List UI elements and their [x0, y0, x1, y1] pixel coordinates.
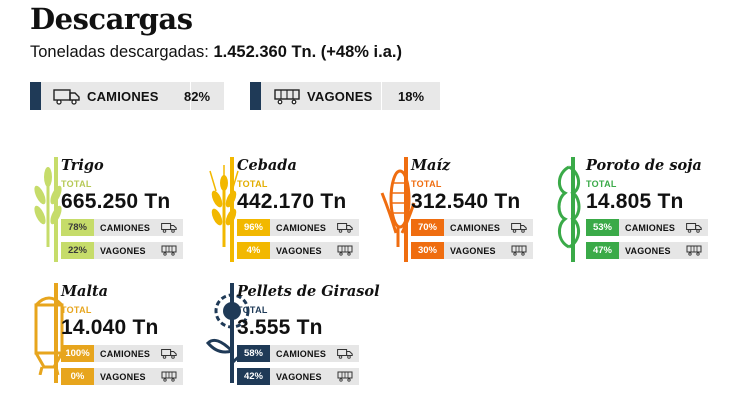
crop-name: Maíz: [411, 157, 451, 174]
subtitle-value: 1.452.360 Tn. (+48% i.a.): [213, 43, 402, 61]
crop-row-vagones: 42% VAGONES: [237, 368, 359, 385]
row-pct: 4%: [237, 242, 270, 259]
crop-card: Trigo TOTAL 665.250 Tn 78% CAMIONES 22% …: [30, 157, 200, 267]
crop-tons: 665.250 Tn: [61, 190, 171, 213]
crop-total-label: TOTAL: [411, 179, 442, 189]
row-label: VAGONES: [276, 371, 322, 382]
railcar-icon: [686, 245, 702, 256]
crop-tons: 442.170 Tn: [237, 190, 347, 213]
railcar-icon: [511, 245, 527, 256]
crop-total-label: TOTAL: [586, 179, 617, 189]
crop-tons: 3.555 Tn: [237, 316, 323, 339]
crop-card: Poroto de soja TOTAL 14.805 Tn 53% CAMIO…: [555, 157, 725, 267]
crop-total-label: TOTAL: [237, 179, 268, 189]
railcar-icon: [337, 245, 353, 256]
crop-accent-line: [230, 283, 234, 383]
crop-name: Trigo: [61, 157, 104, 174]
crop-accent-line: [230, 157, 234, 262]
row-pct: 96%: [237, 219, 270, 236]
divider: [190, 82, 191, 110]
truck-icon: [511, 223, 527, 233]
total-camiones-pct: 82%: [184, 88, 211, 104]
crop-card: Pellets de Girasol TOTAL 3.555 Tn 58% CA…: [205, 283, 380, 388]
crop-row-vagones: 30% VAGONES: [411, 242, 533, 259]
truck-icon: [337, 349, 353, 359]
crop-accent-line: [54, 283, 58, 383]
row-pct: 78%: [61, 219, 94, 236]
crop-name: Poroto de soja: [586, 157, 702, 174]
crop-accent-line: [54, 157, 58, 262]
row-pct: 47%: [586, 242, 619, 259]
row-pct: 100%: [61, 345, 94, 362]
row-pct: 42%: [237, 368, 270, 385]
row-label: CAMIONES: [450, 222, 501, 233]
row-pct: 22%: [61, 242, 94, 259]
row-label: VAGONES: [100, 245, 146, 256]
crop-row-vagones: 4% VAGONES: [237, 242, 359, 259]
crop-name: Pellets de Girasol: [237, 283, 380, 300]
crop-card: Cebada TOTAL 442.170 Tn 96% CAMIONES 4% …: [206, 157, 376, 267]
row-label: VAGONES: [450, 245, 496, 256]
crop-total-label: TOTAL: [61, 179, 92, 189]
crop-row-camiones: 78% CAMIONES: [61, 219, 183, 236]
crop-row-camiones: 70% CAMIONES: [411, 219, 533, 236]
railcar-icon: [274, 89, 300, 105]
railcar-icon: [161, 245, 177, 256]
crop-row-vagones: 0% VAGONES: [61, 368, 183, 385]
crop-tons: 14.040 Tn: [61, 316, 159, 339]
truck-icon: [161, 223, 177, 233]
row-pct: 58%: [237, 345, 270, 362]
row-pct: 0%: [61, 368, 94, 385]
divider: [381, 82, 382, 110]
crop-tons: 312.540 Tn: [411, 190, 521, 213]
crop-row-camiones: 96% CAMIONES: [237, 219, 359, 236]
crop-tons: 14.805 Tn: [586, 190, 684, 213]
crop-accent-line: [571, 157, 575, 262]
row-label: CAMIONES: [625, 222, 676, 233]
row-label: CAMIONES: [100, 348, 151, 359]
crop-card: Malta TOTAL 14.040 Tn 100% CAMIONES 0% V…: [30, 283, 200, 388]
total-camiones-box: CAMIONES 82%: [30, 82, 224, 110]
total-camiones-label: CAMIONES: [87, 88, 159, 104]
crop-row-camiones: 100% CAMIONES: [61, 345, 183, 362]
total-vagones-label: VAGONES: [307, 88, 373, 104]
crop-row-camiones: 58% CAMIONES: [237, 345, 359, 362]
row-pct: 70%: [411, 219, 444, 236]
total-vagones-box: VAGONES 18%: [250, 82, 440, 110]
railcar-icon: [161, 371, 177, 382]
row-pct: 30%: [411, 242, 444, 259]
crop-total-label: TOTAL: [237, 305, 268, 315]
crop-name: Cebada: [237, 157, 297, 174]
row-label: VAGONES: [100, 371, 146, 382]
crop-row-camiones: 53% CAMIONES: [586, 219, 708, 236]
truck-icon: [53, 89, 80, 105]
page-title: Descargas: [30, 2, 193, 36]
row-pct: 53%: [586, 219, 619, 236]
truck-icon: [161, 349, 177, 359]
soybean-icon: [557, 165, 581, 249]
row-label: VAGONES: [276, 245, 322, 256]
total-vagones-pct: 18%: [398, 88, 425, 104]
row-label: CAMIONES: [276, 348, 327, 359]
crop-row-vagones: 22% VAGONES: [61, 242, 183, 259]
crop-accent-line: [404, 157, 408, 262]
railcar-icon: [337, 371, 353, 382]
accent-bar: [250, 82, 261, 110]
page-subtitle: Toneladas descargadas: 1.452.360 Tn. (+4…: [30, 43, 402, 62]
accent-bar: [30, 82, 41, 110]
row-label: CAMIONES: [100, 222, 151, 233]
truck-icon: [337, 223, 353, 233]
corn-icon: [380, 169, 416, 247]
crop-total-label: TOTAL: [61, 305, 92, 315]
row-label: VAGONES: [625, 245, 671, 256]
truck-icon: [686, 223, 702, 233]
row-label: CAMIONES: [276, 222, 327, 233]
crop-card: Maíz TOTAL 312.540 Tn 70% CAMIONES 30% V…: [380, 157, 550, 267]
crop-name: Malta: [61, 283, 109, 300]
crop-row-vagones: 47% VAGONES: [586, 242, 708, 259]
subtitle-label: Toneladas descargadas:: [30, 43, 209, 61]
